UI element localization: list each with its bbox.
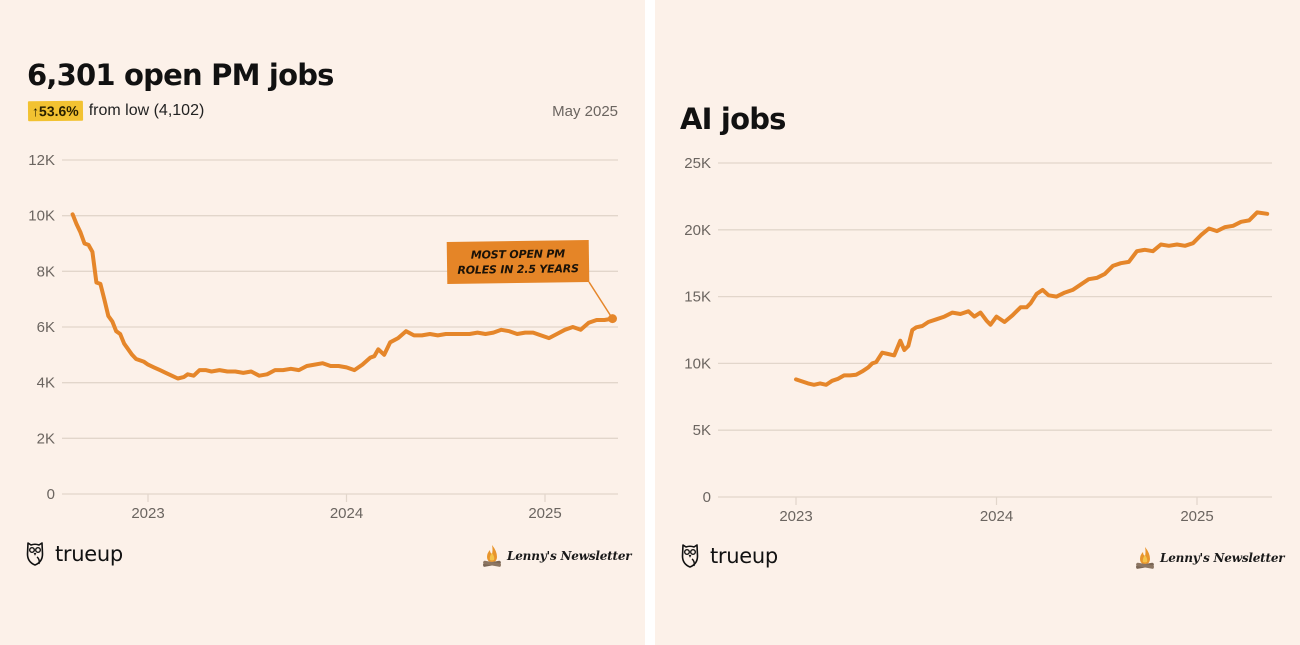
y-tick-label: 25K (684, 155, 711, 172)
annotation-leader-line (588, 281, 614, 320)
x-tick-label: 2024 (330, 505, 363, 522)
newsletter-brand: Lenny's Newsletter (507, 549, 632, 563)
owl-icon (26, 542, 44, 566)
y-tick-label: 0 (703, 489, 711, 506)
y-tick-label: 5K (693, 422, 711, 439)
y-tick-label: 4K (37, 375, 55, 392)
lennys-newsletter-logo: Lenny's Newsletter (481, 543, 632, 569)
campfire-icon (483, 545, 501, 567)
campfire-icon (1136, 547, 1154, 569)
x-tick-label: 2025 (1180, 508, 1213, 525)
trueup-logo: trueup (25, 540, 123, 567)
pm-jobs-title: 6,301 open PM jobs (27, 58, 334, 92)
y-tick-label: 12K (28, 152, 55, 169)
owl-icon (681, 544, 699, 568)
callout-annotation: MOST OPEN PM ROLES IN 2.5 YEARS (446, 240, 590, 284)
trueup-brand: trueup (710, 543, 778, 568)
ai-jobs-panel: AI jobs 0 5K 10K 15K 20K 25K 2023 2024 2025 true… (655, 0, 1300, 645)
callout-line-2: ROLES IN 2.5 YEARS (457, 262, 579, 277)
x-tick-label: 2023 (131, 505, 164, 522)
change-summary: ↑53.6% from low (4,102) (27, 100, 205, 122)
date-label: May 2025 (552, 103, 618, 120)
x-tick-label: 2025 (528, 505, 561, 522)
x-tick-label: 2023 (779, 508, 812, 525)
y-tick-label: 10K (684, 355, 711, 372)
y-tick-label: 15K (684, 289, 711, 306)
y-tick-label: 20K (684, 222, 711, 239)
y-tick-label: 2K (37, 430, 55, 447)
lennys-newsletter-logo: Lenny's Newsletter (1134, 545, 1285, 571)
newsletter-brand: Lenny's Newsletter (1160, 551, 1285, 565)
trueup-brand: trueup (55, 541, 123, 566)
series-line (794, 210, 1270, 387)
pm-jobs-chart: 0 2K 4K 6K 8K 10K 12K 2023 2024 2025 (28, 152, 618, 522)
series-line (70, 212, 615, 381)
trueup-logo: trueup (680, 542, 778, 569)
ai-jobs-chart: 0 5K 10K 15K 20K 25K 2023 2024 2025 (684, 155, 1272, 525)
y-tick-label: 10K (28, 208, 55, 225)
pm-jobs-panel: 6,301 open PM jobs ↑53.6% from low (4,10… (0, 0, 645, 645)
change-caption: from low (4,102) (88, 102, 205, 119)
ai-jobs-title: AI jobs (680, 102, 786, 136)
x-tick-label: 2024 (980, 508, 1013, 525)
y-tick-label: 6K (37, 319, 55, 336)
y-tick-label: 0 (47, 486, 55, 503)
y-tick-label: 8K (37, 263, 55, 280)
latest-point-marker (607, 314, 617, 324)
